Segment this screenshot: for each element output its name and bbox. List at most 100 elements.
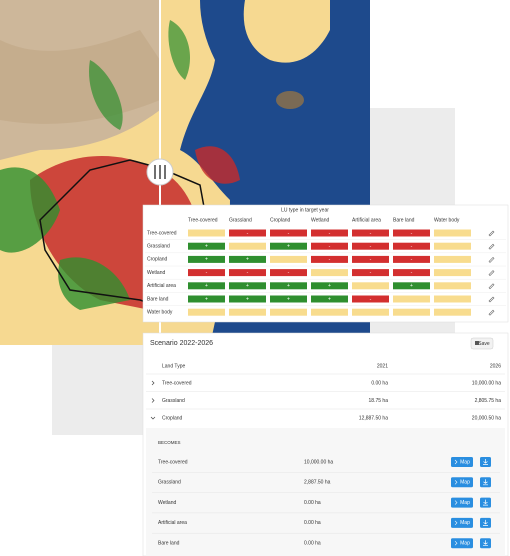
map-icon	[454, 459, 458, 465]
cell-sign: -	[288, 230, 290, 236]
matrix-cell[interactable]	[188, 269, 225, 277]
matrix-cell[interactable]	[393, 242, 430, 250]
matrix-cell[interactable]	[188, 282, 225, 290]
matrix-cell[interactable]	[270, 308, 307, 316]
column-label: Bare land	[393, 217, 415, 223]
cell-sign: +	[205, 257, 208, 263]
cell-sign: +	[287, 296, 290, 302]
download-icon	[483, 479, 488, 486]
matrix-cell[interactable]	[352, 269, 389, 277]
column-label: Water body	[434, 217, 460, 223]
matrix-cell[interactable]	[188, 242, 225, 250]
map-button[interactable]	[451, 517, 473, 528]
column-label: Wetland	[311, 217, 329, 223]
save-button[interactable]	[470, 337, 494, 350]
matrix-cell[interactable]	[311, 295, 348, 303]
edit-icon[interactable]	[488, 256, 495, 263]
header-land-type: Land Type	[162, 363, 185, 369]
matrix-cell[interactable]	[270, 229, 307, 237]
edit-icon[interactable]	[488, 309, 495, 316]
matrix-cell[interactable]	[270, 269, 307, 277]
expand-chevron[interactable]	[151, 398, 155, 403]
matrix-cell[interactable]	[434, 229, 471, 237]
matrix-cell[interactable]	[352, 255, 389, 263]
cell-sign: -	[329, 257, 331, 263]
matrix-cell[interactable]	[270, 295, 307, 303]
matrix-cell[interactable]	[393, 308, 430, 316]
value-2021: 0.00 ha	[371, 380, 388, 386]
matrix-cell[interactable]	[229, 269, 266, 277]
expand-chevron[interactable]	[150, 416, 156, 420]
cell-sign: +	[287, 244, 290, 250]
cell-sign: -	[247, 270, 249, 276]
matrix-cell[interactable]	[393, 282, 430, 290]
map-icon	[454, 480, 458, 485]
map-button[interactable]	[451, 477, 473, 488]
matrix-cell[interactable]	[229, 308, 266, 316]
expand-chevron[interactable]	[151, 380, 155, 386]
matrix-cell[interactable]	[270, 282, 307, 290]
matrix-cell[interactable]	[352, 295, 389, 303]
matrix-cell[interactable]	[188, 295, 225, 303]
matrix-cell[interactable]	[311, 242, 348, 250]
matrix-cell[interactable]	[393, 295, 430, 303]
cell-sign: -	[329, 244, 331, 250]
matrix-cell[interactable]	[393, 255, 430, 263]
download-icon	[483, 499, 488, 506]
edit-icon[interactable]	[488, 230, 495, 237]
map-button[interactable]	[451, 538, 473, 549]
matrix-cell[interactable]	[352, 229, 389, 237]
matrix-cell[interactable]	[434, 308, 471, 316]
matrix-cell[interactable]	[352, 308, 389, 316]
map-button[interactable]	[451, 497, 473, 508]
matrix-cell[interactable]	[434, 295, 471, 303]
matrix-cell[interactable]	[352, 282, 389, 290]
matrix-cell[interactable]	[229, 255, 266, 263]
download-icon	[483, 540, 488, 547]
land-type: Cropland	[162, 415, 183, 421]
map-icon	[454, 500, 458, 505]
becomes-value: 0.00 ha	[304, 541, 321, 547]
row-label: Artificial area	[147, 283, 176, 289]
matrix-cell[interactable]	[229, 242, 266, 250]
becomes-type: Artificial area	[158, 520, 187, 526]
cell-sign: -	[206, 270, 208, 276]
land-type: Grassland	[162, 398, 185, 404]
matrix-cell[interactable]	[311, 269, 348, 277]
transition-matrix: LU type in target year Tree-covered Grass…	[142, 204, 509, 323]
edit-icon[interactable]	[488, 296, 495, 303]
matrix-cell[interactable]	[229, 295, 266, 303]
matrix-cell[interactable]	[188, 255, 225, 263]
edit-icon[interactable]	[488, 283, 495, 290]
matrix-cell[interactable]	[434, 282, 471, 290]
matrix-cell[interactable]	[352, 242, 389, 250]
matrix-cell[interactable]	[311, 255, 348, 263]
matrix-cell[interactable]	[393, 269, 430, 277]
cell-sign: -	[411, 270, 413, 276]
matrix-cell[interactable]	[434, 242, 471, 250]
matrix-cell[interactable]	[270, 242, 307, 250]
cell-sign: -	[411, 230, 413, 236]
map-button[interactable]	[451, 457, 473, 467]
cell-sign: -	[411, 244, 413, 250]
matrix-cell[interactable]	[393, 229, 430, 237]
matrix-cell[interactable]	[434, 269, 471, 277]
save-label: Save	[478, 341, 490, 347]
matrix-cell[interactable]	[229, 282, 266, 290]
matrix-cell[interactable]	[311, 282, 348, 290]
cell-sign: +	[246, 296, 249, 302]
matrix-cell[interactable]	[311, 308, 348, 316]
cell-sign: -	[370, 244, 372, 250]
matrix-cell[interactable]	[434, 255, 471, 263]
edit-icon[interactable]	[488, 270, 495, 277]
matrix-cell[interactable]	[229, 229, 266, 237]
cell-sign: +	[410, 283, 413, 289]
matrix-cell[interactable]	[311, 229, 348, 237]
matrix-cell[interactable]	[188, 308, 225, 316]
header-2026: 2026	[490, 363, 501, 369]
scenario-panel: Scenario 2022-2026 Save Land Type 2021 2…	[142, 332, 509, 556]
matrix-cell[interactable]	[188, 229, 225, 237]
edit-icon[interactable]	[488, 243, 495, 250]
matrix-cell[interactable]	[270, 255, 307, 263]
